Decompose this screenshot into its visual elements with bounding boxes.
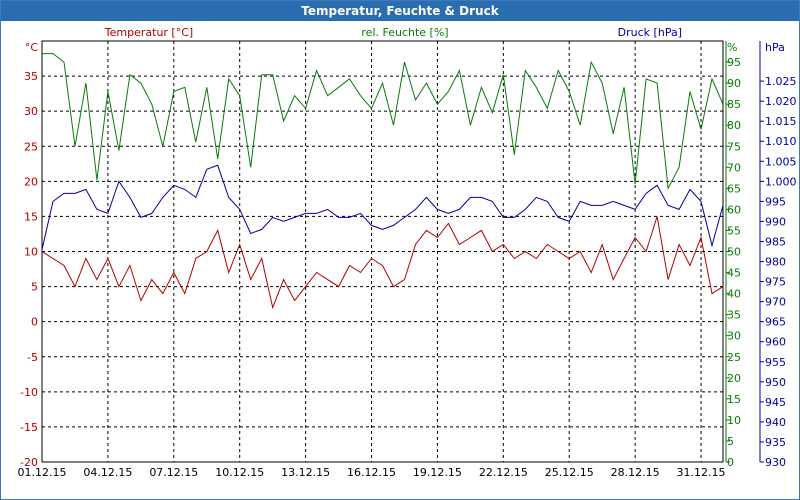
x-tick-label: 07.12.15 bbox=[149, 466, 198, 479]
temperature-tick-label: 35 bbox=[24, 70, 38, 83]
x-tick-label: 10.12.15 bbox=[215, 466, 264, 479]
pressure-tick-label: 1.025 bbox=[765, 75, 797, 88]
temperature-unit: °C bbox=[25, 41, 39, 54]
x-tick-label: 13.12.15 bbox=[281, 466, 330, 479]
pressure-tick-label: 980 bbox=[765, 256, 786, 269]
pressure-tick-label: 965 bbox=[765, 316, 786, 329]
grid bbox=[41, 40, 724, 463]
x-tick-label: 28.12.15 bbox=[611, 466, 660, 479]
humidity-tick-label: 75 bbox=[727, 140, 741, 153]
axes: 01.12.15 04.12.15 07.12.15 10.12.15 13.12.15… bbox=[18, 26, 797, 479]
humidity-tick-label: 60 bbox=[727, 203, 741, 216]
temperature-tick-label: 0 bbox=[31, 316, 38, 329]
temperature-tick-label: 20 bbox=[24, 175, 38, 188]
humidity-tick-label: 5 bbox=[727, 435, 734, 448]
x-tick-label: 04.12.15 bbox=[83, 466, 132, 479]
pressure-tick-label: 990 bbox=[765, 215, 786, 228]
pressure-tick-label: 940 bbox=[765, 416, 786, 429]
temperature-tick-label: -15 bbox=[20, 421, 38, 434]
x-tick-label: 19.12.15 bbox=[413, 466, 462, 479]
pressure-tick-label: 955 bbox=[765, 356, 786, 369]
series-layer bbox=[41, 53, 724, 310]
pressure-tick-label: 1.020 bbox=[765, 95, 797, 108]
humidity-tick-label: 0 bbox=[727, 456, 734, 469]
pressure-tick-label: 995 bbox=[765, 195, 786, 208]
series-line-temperature bbox=[41, 216, 724, 310]
humidity-tick-label: 20 bbox=[727, 372, 741, 385]
pressure-tick-label: 945 bbox=[765, 396, 786, 409]
humidity-tick-label: 40 bbox=[727, 288, 741, 301]
pressure-tick-label: 1.005 bbox=[765, 155, 797, 168]
humidity-axis-label: rel. Feuchte [%] bbox=[361, 26, 448, 39]
temperature-tick-label: 10 bbox=[24, 246, 38, 259]
humidity-tick-label: 30 bbox=[727, 330, 741, 343]
pressure-axis-label: Druck [hPa] bbox=[618, 26, 682, 39]
pressure-tick-label: 950 bbox=[765, 376, 786, 389]
humidity-tick-label: 10 bbox=[727, 414, 741, 427]
pressure-tick-label: 1.010 bbox=[765, 135, 797, 148]
temperature-tick-label: -10 bbox=[20, 386, 38, 399]
pressure-tick-label: 975 bbox=[765, 276, 786, 289]
temperature-tick-label: 30 bbox=[24, 105, 38, 118]
humidity-tick-label: 65 bbox=[727, 182, 741, 195]
chart-title: Temperatur, Feuchte & Druck bbox=[1, 1, 799, 21]
humidity-unit: % bbox=[727, 41, 737, 54]
pressure-tick-label: 930 bbox=[765, 456, 786, 469]
series-line-pressure bbox=[41, 164, 724, 250]
humidity-tick-label: 55 bbox=[727, 224, 741, 237]
x-tick-label: 22.12.15 bbox=[479, 466, 528, 479]
humidity-tick-label: 95 bbox=[727, 56, 741, 69]
pressure-tick-label: 970 bbox=[765, 296, 786, 309]
pressure-tick-label: 960 bbox=[765, 336, 786, 349]
temperature-tick-label: -5 bbox=[27, 351, 38, 364]
humidity-tick-label: 70 bbox=[727, 161, 741, 174]
humidity-tick-label: 80 bbox=[727, 119, 741, 132]
temperature-tick-label: 15 bbox=[24, 210, 38, 223]
humidity-tick-label: 35 bbox=[727, 309, 741, 322]
series-line-humidity bbox=[42, 53, 724, 190]
pressure-tick-label: 1.000 bbox=[765, 175, 797, 188]
pressure-tick-label: 1.015 bbox=[765, 115, 797, 128]
temperature-tick-label: 25 bbox=[24, 140, 38, 153]
humidity-tick-label: 90 bbox=[727, 77, 741, 90]
x-tick-label: 01.12.15 bbox=[18, 466, 67, 479]
x-tick-label: 16.12.15 bbox=[347, 466, 396, 479]
temperature-axis-label: Temperatur [°C] bbox=[104, 26, 193, 39]
humidity-tick-label: 85 bbox=[727, 98, 741, 111]
humidity-tick-label: 15 bbox=[727, 393, 741, 406]
humidity-tick-label: 25 bbox=[727, 351, 741, 364]
temperature-tick-label: 5 bbox=[31, 281, 38, 294]
x-tick-label: 31.12.15 bbox=[677, 466, 726, 479]
temperature-tick-label: -20 bbox=[20, 456, 38, 469]
pressure-tick-label: 985 bbox=[765, 235, 786, 248]
humidity-tick-label: 45 bbox=[727, 267, 741, 280]
pressure-tick-label: 935 bbox=[765, 436, 786, 449]
pressure-unit: hPa bbox=[765, 41, 785, 54]
humidity-tick-label: 50 bbox=[727, 246, 741, 259]
x-tick-label: 25.12.15 bbox=[545, 466, 594, 479]
